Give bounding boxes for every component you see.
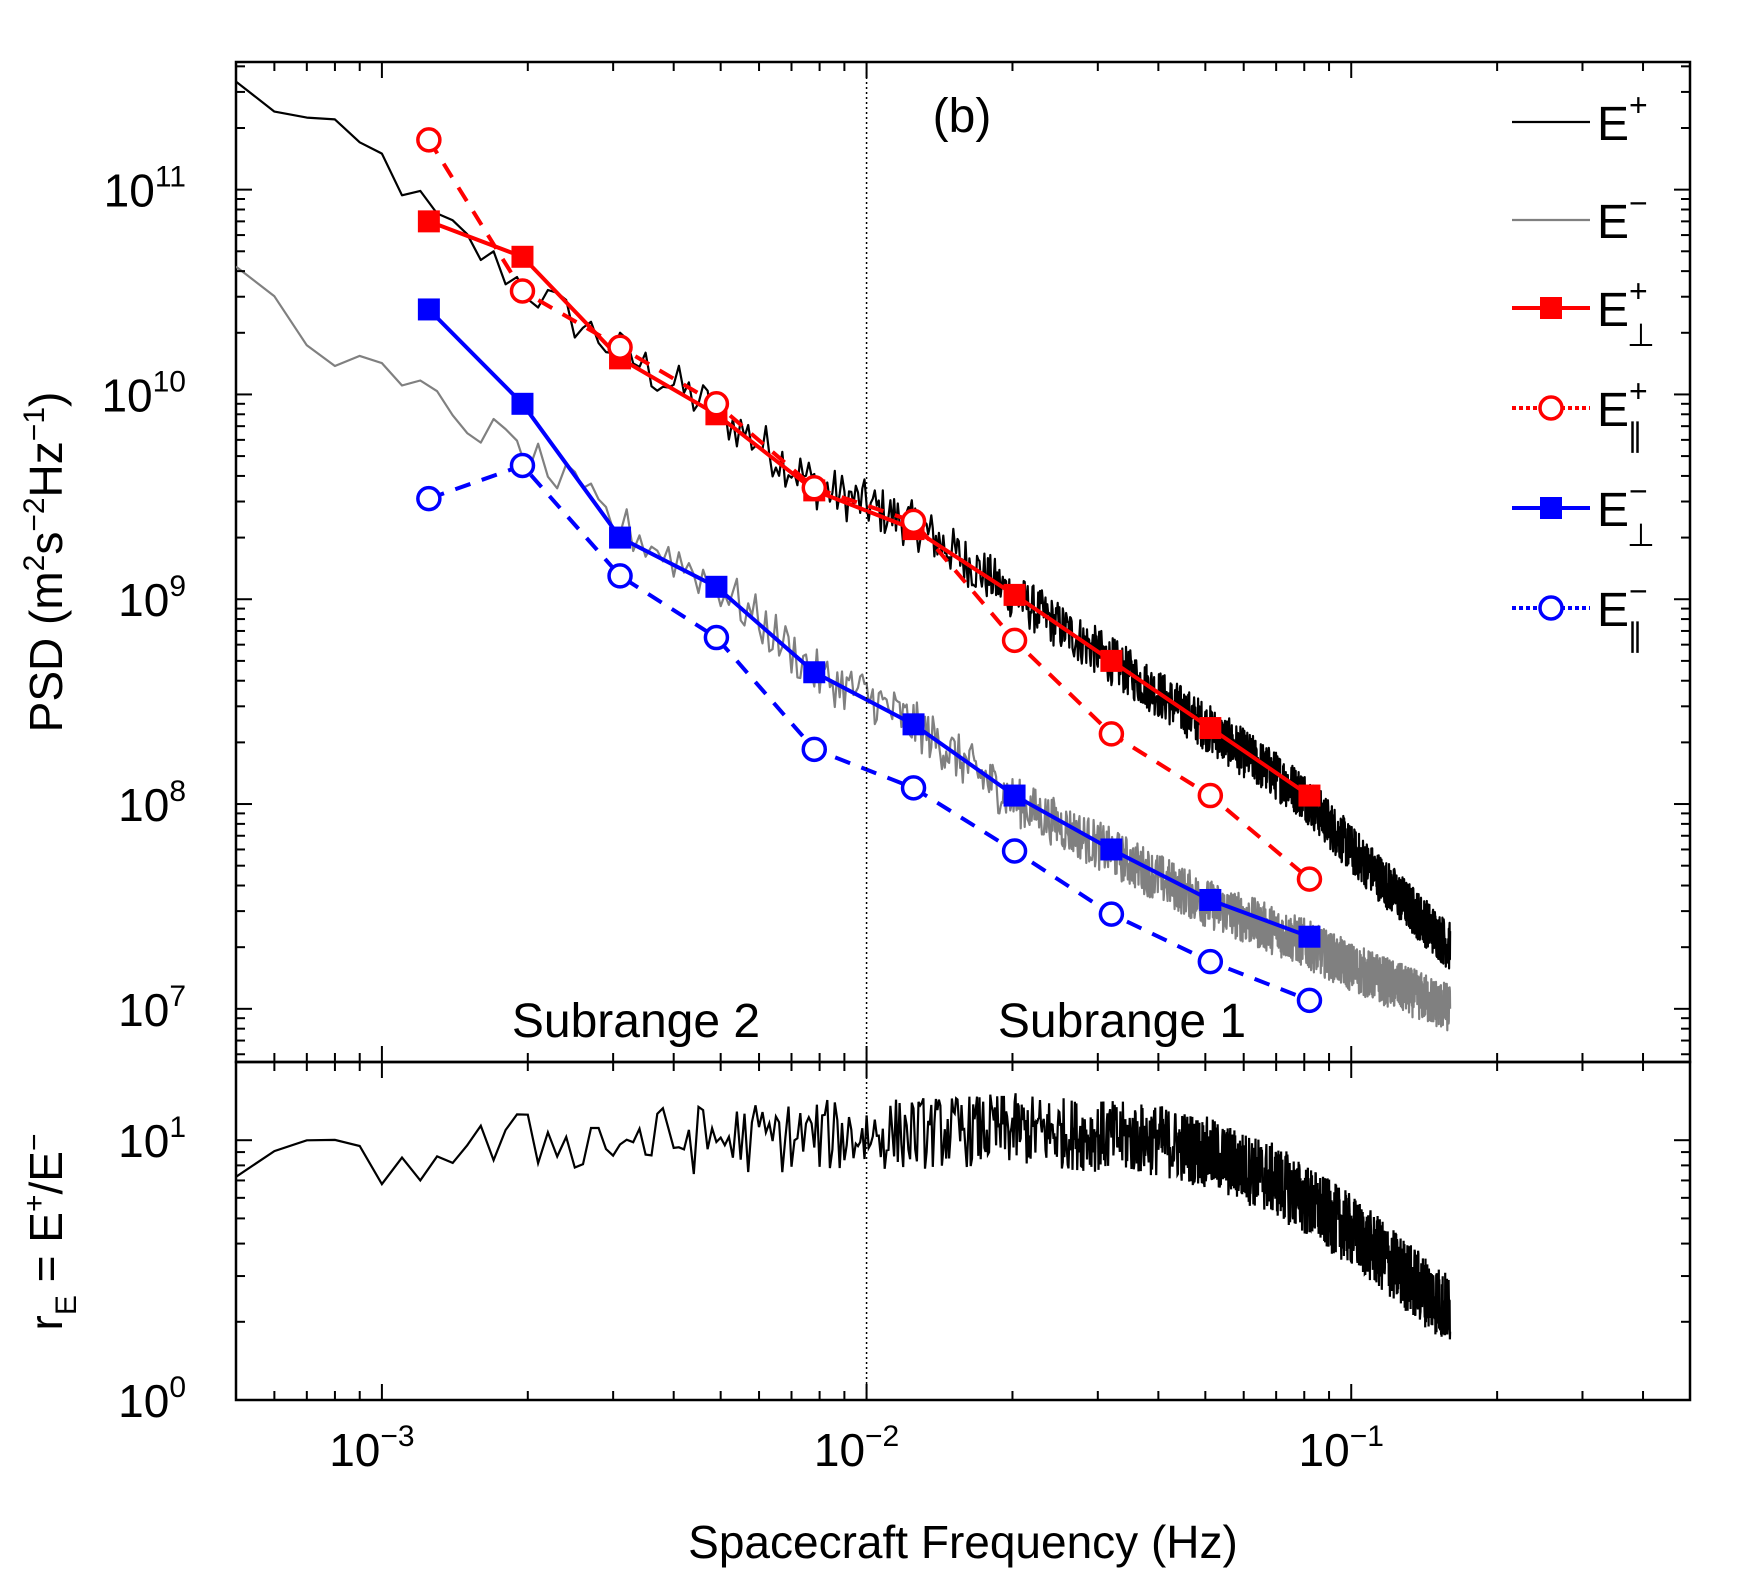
- bottom-ylabel-part: = E: [20, 1212, 72, 1295]
- top-y-tick-label: 107: [118, 980, 186, 1036]
- top-y-tick-label: 109: [118, 570, 186, 626]
- legend-label: E+: [1597, 87, 1648, 151]
- bottom-y-tick-label: 100: [118, 1371, 186, 1427]
- bottom-ylabel-part: r: [20, 1315, 72, 1330]
- series-2-point: [1199, 717, 1222, 740]
- series-3-point: [416, 127, 442, 153]
- top-ylabel-part: Hz: [20, 441, 72, 497]
- series-4-point: [1298, 925, 1321, 948]
- subrange-1-label: Subrange 1: [998, 995, 1246, 1048]
- bottom-y-axis-title: rE = E+/E−: [18, 1134, 83, 1331]
- series-3-point: [1197, 782, 1224, 809]
- top-ylabel-sup: 2: [18, 555, 51, 572]
- legend-label: E−: [1597, 185, 1648, 249]
- series-3-point: [509, 278, 536, 304]
- series-4-point: [511, 392, 534, 415]
- x-tick-label: 10−1: [1299, 1420, 1384, 1476]
- top-ylabel-part: ): [20, 392, 72, 407]
- legend: E+ E− E+ ⊥ E+ ∥ E− ⊥ E− ∥: [1512, 87, 1655, 653]
- series-2-point: [1003, 583, 1026, 606]
- series-3-point: [1296, 866, 1323, 892]
- series-5-point: [1098, 901, 1125, 927]
- ratio-line: [236, 1093, 1452, 1340]
- series-4-point: [609, 526, 632, 549]
- x-tick-label: 10−3: [329, 1420, 414, 1476]
- series-5-point: [1197, 948, 1224, 975]
- bottom-series-group: [236, 1093, 1452, 1340]
- series-4-point: [1199, 888, 1222, 911]
- top-y-tick-label: 1010: [101, 365, 186, 421]
- bottom-ylabel-sub: E: [50, 1295, 83, 1315]
- series-0-line: [236, 80, 1452, 970]
- subrange-annotations: Subrange 2 Subrange 1: [512, 995, 1246, 1048]
- legend-swatch-marker: [1538, 395, 1564, 421]
- series-5-point: [509, 452, 536, 479]
- series-2-line: [428, 219, 1311, 798]
- bottom-panel-frame: [234, 1060, 1692, 1402]
- legend-swatch-marker: [1538, 595, 1564, 621]
- series-5-point: [703, 624, 730, 651]
- panel-label: (b): [933, 90, 992, 143]
- top-ylabel-part: PSD (m: [20, 571, 72, 732]
- top-ylabel-sup: −2: [18, 497, 51, 531]
- series-2-point: [511, 245, 534, 268]
- axis-ticks: 10−3 10−2 10−1 107 108 109 1010 1011 100 101: [101, 62, 1691, 1476]
- bottom-ylabel-part: /E: [20, 1151, 72, 1194]
- series-1-line: [236, 265, 1452, 1032]
- series-5-point: [1296, 987, 1323, 1014]
- series-2-point: [1298, 784, 1321, 807]
- series-5-line: [428, 463, 1311, 1003]
- bottom-ylabel-sup: −: [18, 1134, 51, 1152]
- legend-label: E− ∥: [1597, 573, 1648, 653]
- series-3-point: [703, 391, 730, 417]
- series-4-point: [417, 298, 440, 321]
- series-3-point: [607, 334, 633, 360]
- series-4-point: [1100, 838, 1123, 861]
- legend-swatch-marker: [1540, 297, 1562, 319]
- series-3-line: [427, 138, 1311, 881]
- series-4-point: [705, 575, 728, 598]
- bottom-plot-area: [236, 1093, 1452, 1340]
- legend-label: E− ⊥: [1597, 473, 1655, 553]
- series-4-point: [902, 713, 925, 736]
- legend-label: E+ ∥: [1597, 373, 1648, 453]
- bottom-ylabel-sup: +: [18, 1195, 51, 1213]
- top-series-group: [236, 80, 1452, 1032]
- series-5-point: [416, 485, 442, 512]
- series-2-point: [417, 210, 440, 233]
- legend-swatch-marker: [1540, 497, 1562, 519]
- x-axis-title: Spacecraft Frequency (Hz): [688, 1516, 1238, 1568]
- x-tick-label: 10−2: [814, 1420, 899, 1476]
- legend-label: E+ ⊥: [1597, 273, 1655, 353]
- series-5-point: [801, 736, 828, 763]
- series-5-point: [900, 775, 927, 801]
- series-5-point: [1001, 838, 1028, 864]
- top-ylabel-sup: −1: [18, 407, 51, 441]
- top-ylabel-part: s: [20, 532, 72, 555]
- top-y-tick-label: 1011: [104, 161, 186, 217]
- series-3-point: [1098, 721, 1125, 747]
- series-4-point: [803, 661, 826, 684]
- series-2-point: [1100, 649, 1123, 672]
- series-3-point: [900, 508, 927, 535]
- series-5-point: [607, 563, 633, 589]
- series-4-point: [1003, 784, 1026, 807]
- top-y-axis-title: PSD (m2s−2Hz−1): [18, 392, 72, 733]
- subrange-2-label: Subrange 2: [512, 995, 760, 1048]
- series-3-point: [1001, 627, 1028, 654]
- top-y-tick-label: 108: [118, 775, 186, 831]
- top-plot-area: [236, 80, 1452, 1032]
- series-3-point: [801, 475, 828, 501]
- bottom-y-tick-label: 101: [118, 1111, 186, 1167]
- series-4-line: [427, 308, 1311, 939]
